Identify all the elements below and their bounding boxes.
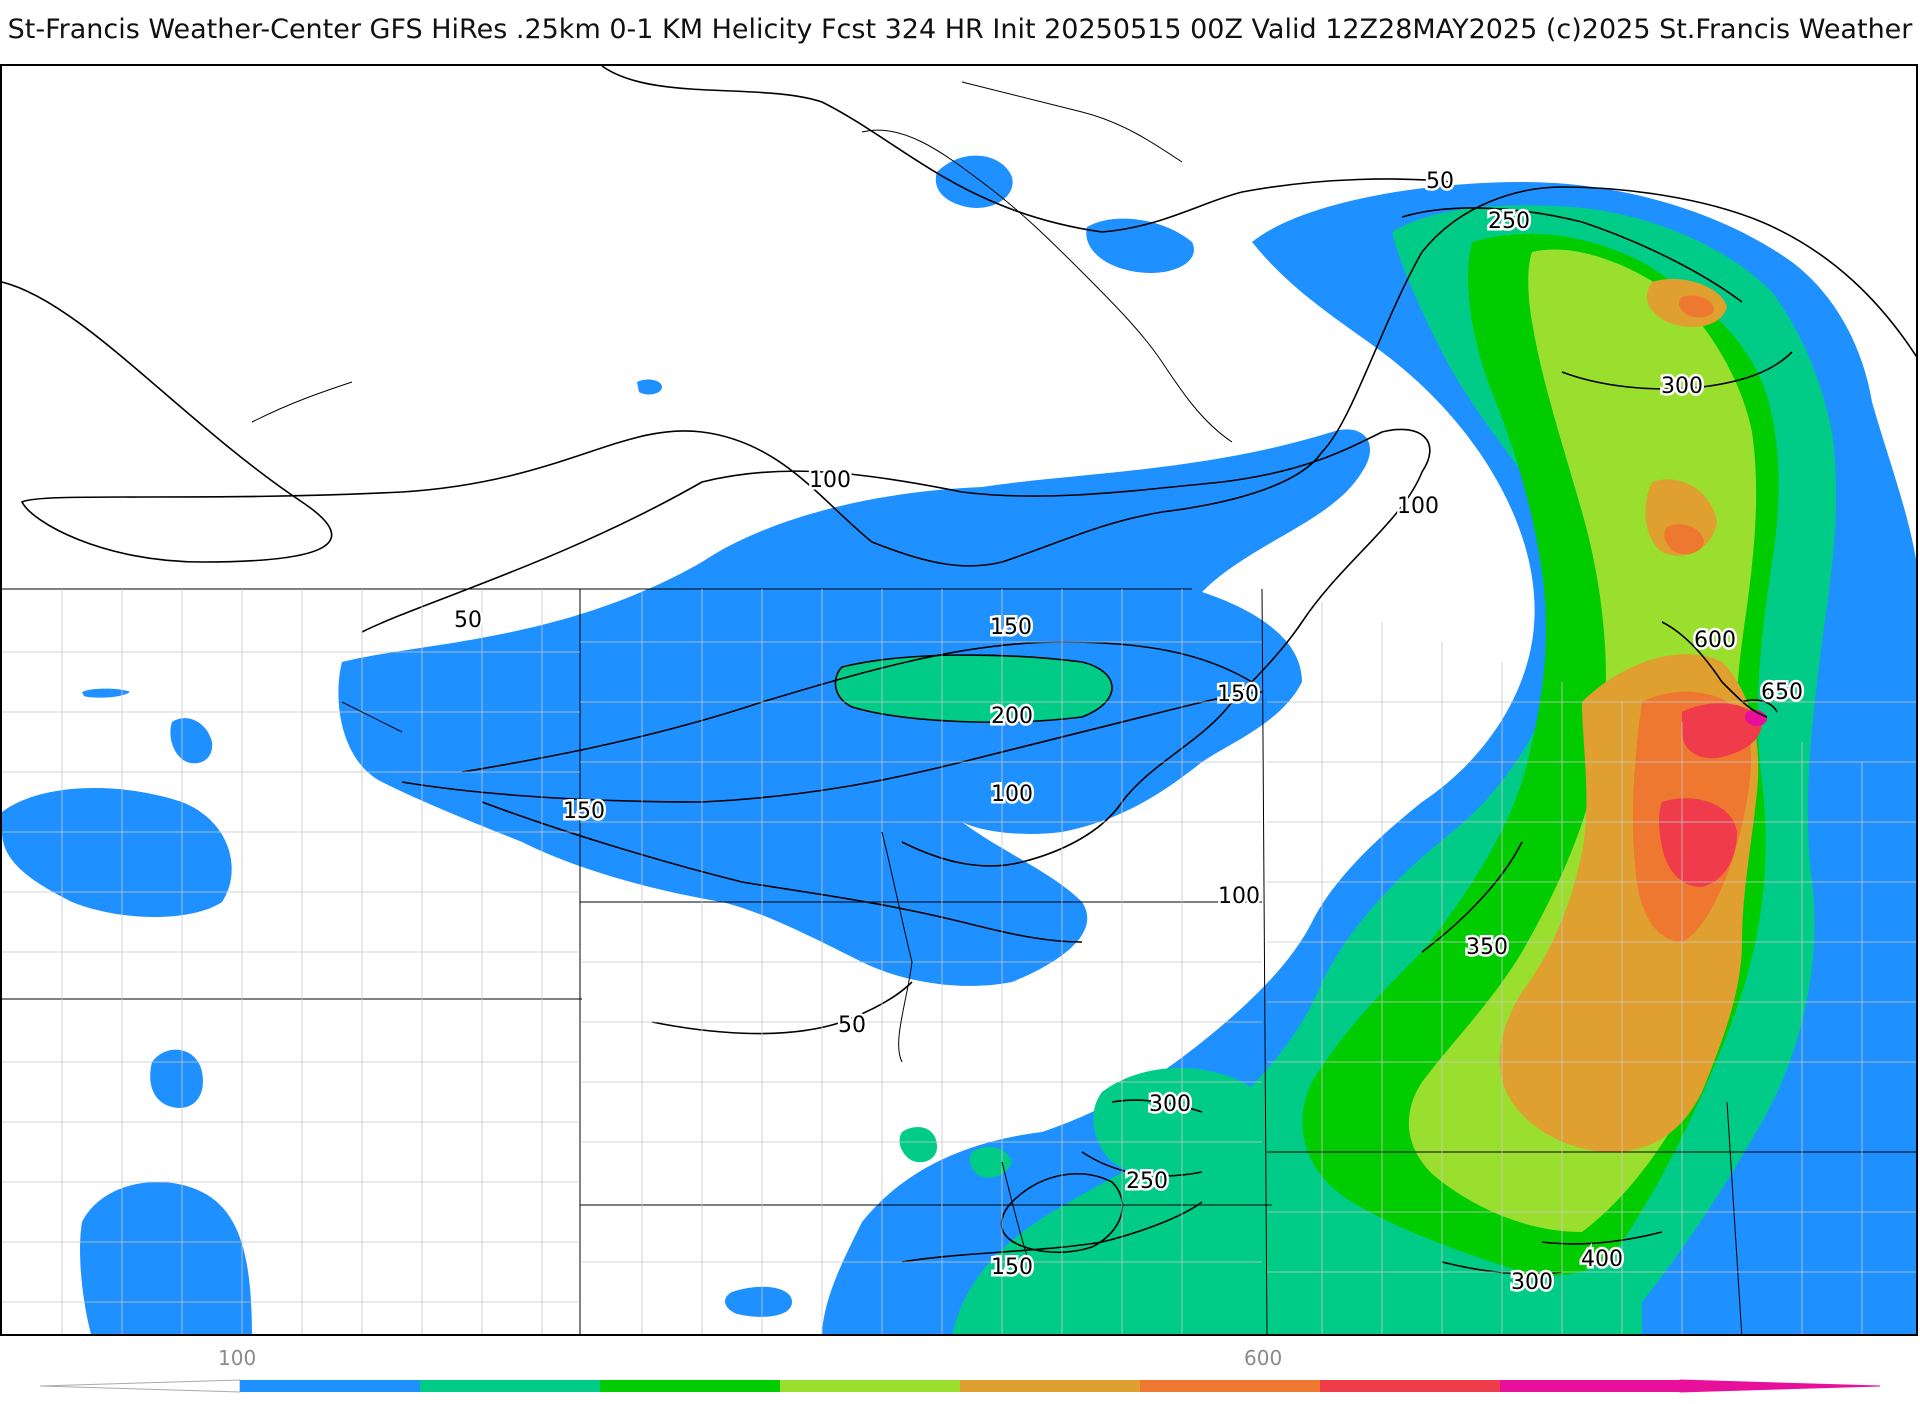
- helicity-map: 50 250 300 100 100 50 150 600 650 200 15…: [0, 64, 1918, 1336]
- contour-label: 150: [563, 799, 605, 824]
- colorbar-tick-100: 100: [218, 1346, 257, 1370]
- blue-patch-west-2: [170, 718, 213, 764]
- blue-patch-nw-2: [82, 688, 130, 698]
- green-patch-s2: [969, 1146, 1012, 1178]
- contour-label: 100: [991, 782, 1033, 807]
- contour-label: 300: [1661, 374, 1703, 399]
- green-band-central: [835, 655, 1112, 723]
- contour-350: [1421, 841, 1523, 953]
- contour-label: 150: [1217, 682, 1259, 707]
- colorbar-segment: [240, 1380, 421, 1392]
- contour-label: 50: [838, 1013, 866, 1038]
- contour-label: 650: [1761, 680, 1803, 705]
- state-boundaries: [2, 588, 1916, 1334]
- county-boundaries: [2, 589, 1916, 1334]
- contour-label: 100: [1218, 884, 1260, 909]
- contour-50-south: [651, 981, 913, 1035]
- red-core-south: [1659, 798, 1737, 887]
- blue-patch-north-1: [935, 155, 1013, 208]
- contour-label: 50: [1426, 169, 1454, 194]
- state-line-8: [1726, 1101, 1743, 1334]
- colorbar-segment: [960, 1380, 1141, 1392]
- colorbar-segment: [420, 1380, 601, 1392]
- contour-label: 250: [1126, 1169, 1168, 1194]
- contour-label: 350: [1466, 935, 1508, 960]
- colorbar-segment: [1140, 1380, 1321, 1392]
- blue-patch-north-2: [1086, 218, 1194, 273]
- colorbar-segment: [780, 1380, 961, 1392]
- colorbar-segment: [600, 1380, 781, 1392]
- contour-label-layer: 50 250 300 100 100 50 150 600 650 200 15…: [452, 167, 1806, 1298]
- colorbar: [0, 1336, 1920, 1400]
- blue-patch-north-3: [637, 379, 662, 395]
- contour-label: 100: [809, 468, 851, 493]
- contour-150-central: [461, 641, 1253, 773]
- contour-150-west: [401, 691, 1263, 803]
- blue-patch-sw: [80, 1182, 252, 1334]
- contour-label: 600: [1694, 628, 1736, 653]
- colorbar-segments: [240, 1380, 1681, 1392]
- contour-label: 400: [1581, 1247, 1623, 1272]
- contour-label: 100: [1397, 494, 1439, 519]
- contour-label: 50: [454, 608, 482, 633]
- contour-300-ne: [1561, 351, 1793, 390]
- state-line-6: [1261, 588, 1268, 1334]
- colorbar-tick-600: 600: [1244, 1346, 1283, 1370]
- blue-patch-west-1: [2, 788, 232, 917]
- colorbar-left-arrow: [39, 1379, 241, 1393]
- blue-patch-nw-1: [1182, 535, 1247, 555]
- contour-400: [1541, 1231, 1663, 1245]
- contour-label: 250: [1488, 209, 1530, 234]
- contour-label: 300: [1149, 1092, 1191, 1117]
- blue-patch-west-3: [150, 1049, 203, 1108]
- green-area-sw: [1093, 1068, 1272, 1183]
- colorbar-segment: [1320, 1380, 1501, 1392]
- contour-white-island: [1000, 1173, 1124, 1253]
- map-title: St-Francis Weather-Center GFS HiRes .25k…: [7, 14, 1913, 45]
- contour-600: [1661, 621, 1768, 718]
- red-core-north: [1682, 703, 1762, 759]
- contour-label: 300: [1511, 1270, 1553, 1295]
- contour-label: 200: [991, 704, 1033, 729]
- coastlines: [251, 81, 1233, 1273]
- contour-lines: [2, 66, 1916, 1275]
- contour-650: [1741, 699, 1778, 713]
- contour-100-south: [481, 801, 1083, 943]
- colorbar-segment: [1500, 1380, 1681, 1392]
- contour-50-top-left: [601, 66, 1453, 233]
- contour-250-south: [1081, 1151, 1203, 1177]
- dark-orange-ne: [1678, 295, 1714, 318]
- contour-200: [834, 654, 1113, 723]
- contour-label: 150: [990, 615, 1032, 640]
- green-patch-s1: [899, 1127, 937, 1163]
- contour-300-south: [1111, 1099, 1203, 1113]
- contour-250-north: [1401, 207, 1743, 303]
- dark-orange-north: [1664, 524, 1704, 555]
- contour-label: 150: [991, 1255, 1033, 1280]
- blue-patch-south-1: [725, 1286, 792, 1317]
- contour-50-north: [2, 186, 1916, 567]
- helicity-fill-layer: [2, 155, 1916, 1334]
- contour-150-south: [901, 1201, 1203, 1263]
- colorbar-right-arrow: [1679, 1379, 1881, 1393]
